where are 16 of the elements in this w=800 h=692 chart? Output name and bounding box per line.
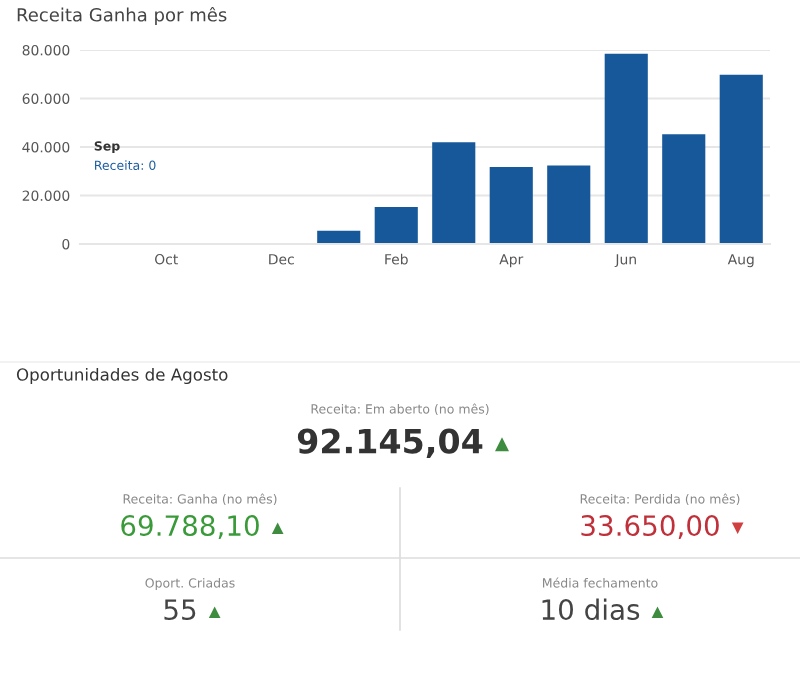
text: Oportunidades de Agosto <box>16 367 228 385</box>
text: ▲ <box>495 437 509 452</box>
bar <box>719 74 763 244</box>
text: 92.145,04 <box>297 428 483 458</box>
text: 10 dias <box>542 598 640 621</box>
bar <box>374 206 418 244</box>
bar <box>432 142 476 244</box>
text: 55 <box>164 599 196 621</box>
bar <box>604 53 648 244</box>
chart-title: Receita Ganha por mês <box>17 6 227 26</box>
text: 69.788,10 <box>121 515 259 539</box>
bar <box>547 165 591 244</box>
text: 33.650,00 <box>581 515 719 539</box>
bar <box>317 230 361 244</box>
bar <box>489 166 533 244</box>
bar <box>662 134 706 244</box>
